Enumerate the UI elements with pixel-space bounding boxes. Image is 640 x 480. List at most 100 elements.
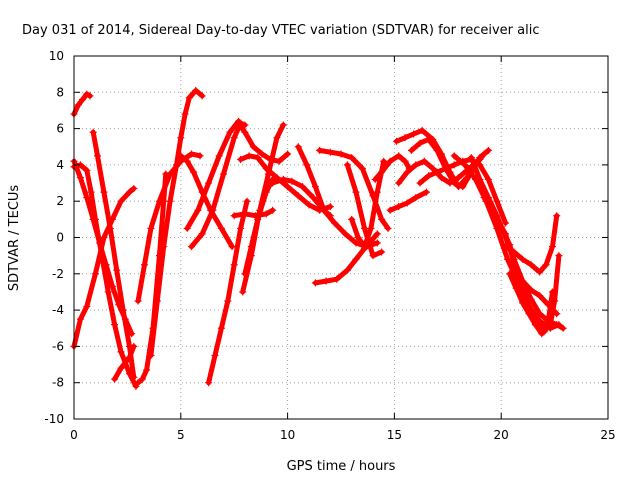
data-point — [348, 215, 356, 223]
data-point — [83, 302, 91, 310]
y-tick-label: -10 — [44, 412, 64, 426]
data-point — [450, 179, 458, 187]
data-point — [140, 261, 148, 269]
series-arc-25 — [371, 152, 413, 183]
data-point — [76, 315, 84, 323]
data-point — [183, 224, 191, 232]
data-point — [433, 168, 441, 176]
data-point — [476, 161, 484, 169]
data-point — [373, 239, 381, 247]
data-point — [425, 135, 433, 143]
data-point — [418, 126, 426, 134]
x-tick-label: 5 — [177, 428, 185, 442]
data-point — [429, 165, 437, 173]
data-point — [493, 197, 501, 205]
data-point — [237, 155, 245, 163]
data-point — [501, 219, 509, 227]
data-point — [403, 168, 411, 176]
data-point — [506, 270, 514, 278]
data-point — [299, 183, 307, 191]
data-point — [183, 157, 191, 165]
data-point — [284, 183, 292, 191]
series-line — [184, 118, 241, 231]
series-arc-23 — [343, 161, 386, 260]
y-tick-label: 6 — [56, 122, 64, 136]
data-point — [519, 299, 527, 307]
data-point — [433, 146, 441, 154]
data-point — [143, 366, 151, 374]
data-point — [196, 152, 204, 160]
series-line — [387, 189, 429, 213]
data-point — [91, 270, 99, 278]
data-point — [504, 255, 512, 263]
data-point — [333, 275, 341, 283]
data-point — [117, 348, 125, 356]
y-tick-label: 8 — [56, 85, 64, 99]
data-point — [153, 297, 161, 305]
data-point — [459, 183, 467, 191]
data-point — [442, 165, 450, 173]
data-point — [181, 110, 189, 118]
data-point — [536, 310, 544, 318]
series-arc-22 — [316, 146, 392, 232]
y-tick-label: -4 — [52, 303, 64, 317]
y-tick-label: -6 — [52, 339, 64, 353]
data-point — [166, 197, 174, 205]
data-point — [548, 243, 556, 251]
x-tick-label: 20 — [494, 428, 509, 442]
data-point — [555, 252, 563, 260]
data-point — [373, 188, 381, 196]
data-point — [198, 92, 206, 100]
data-point — [450, 152, 458, 160]
y-tick-label: -2 — [52, 267, 64, 281]
data-point — [132, 382, 140, 390]
data-point — [544, 317, 552, 325]
data-point — [371, 175, 379, 183]
data-point — [111, 321, 119, 329]
x-tick-label: 15 — [387, 428, 402, 442]
chart-title: Day 031 of 2014, Sidereal Day-to-day VTE… — [22, 23, 539, 38]
data-point — [373, 230, 381, 238]
data-point — [108, 283, 116, 291]
grid-lines — [74, 56, 608, 419]
data-point — [155, 197, 163, 205]
data-point — [177, 152, 185, 160]
data-point — [74, 101, 82, 109]
data-point — [226, 128, 234, 136]
data-point — [519, 255, 527, 263]
data-point — [536, 292, 544, 300]
data-point — [386, 157, 394, 165]
data-point — [211, 351, 219, 359]
series-arc-20 — [294, 143, 334, 220]
data-point — [420, 157, 428, 165]
data-point — [264, 170, 272, 178]
data-point — [425, 172, 433, 180]
x-axis-label: GPS time / hours — [287, 459, 396, 474]
data-point — [378, 248, 386, 256]
data-point — [343, 266, 351, 274]
data-point — [512, 284, 520, 292]
data-point — [531, 321, 539, 329]
data-point — [403, 199, 411, 207]
data-point — [510, 259, 518, 267]
data-point — [91, 215, 99, 223]
data-point — [352, 239, 360, 247]
data-point — [130, 342, 138, 350]
axis-ticks — [73, 55, 609, 420]
series-arc-35 — [501, 212, 561, 276]
data-point — [437, 174, 445, 182]
data-point — [279, 175, 287, 183]
data-point — [322, 277, 330, 285]
data-point — [215, 152, 223, 160]
data-point — [245, 152, 253, 160]
data-point — [205, 379, 213, 387]
data-point — [86, 92, 94, 100]
y-tick-label: 0 — [56, 231, 64, 245]
data-point — [173, 161, 181, 169]
data-point — [467, 154, 475, 162]
data-point — [209, 206, 217, 214]
data-point — [393, 137, 401, 145]
data-point — [288, 177, 296, 185]
data-point — [198, 230, 206, 238]
